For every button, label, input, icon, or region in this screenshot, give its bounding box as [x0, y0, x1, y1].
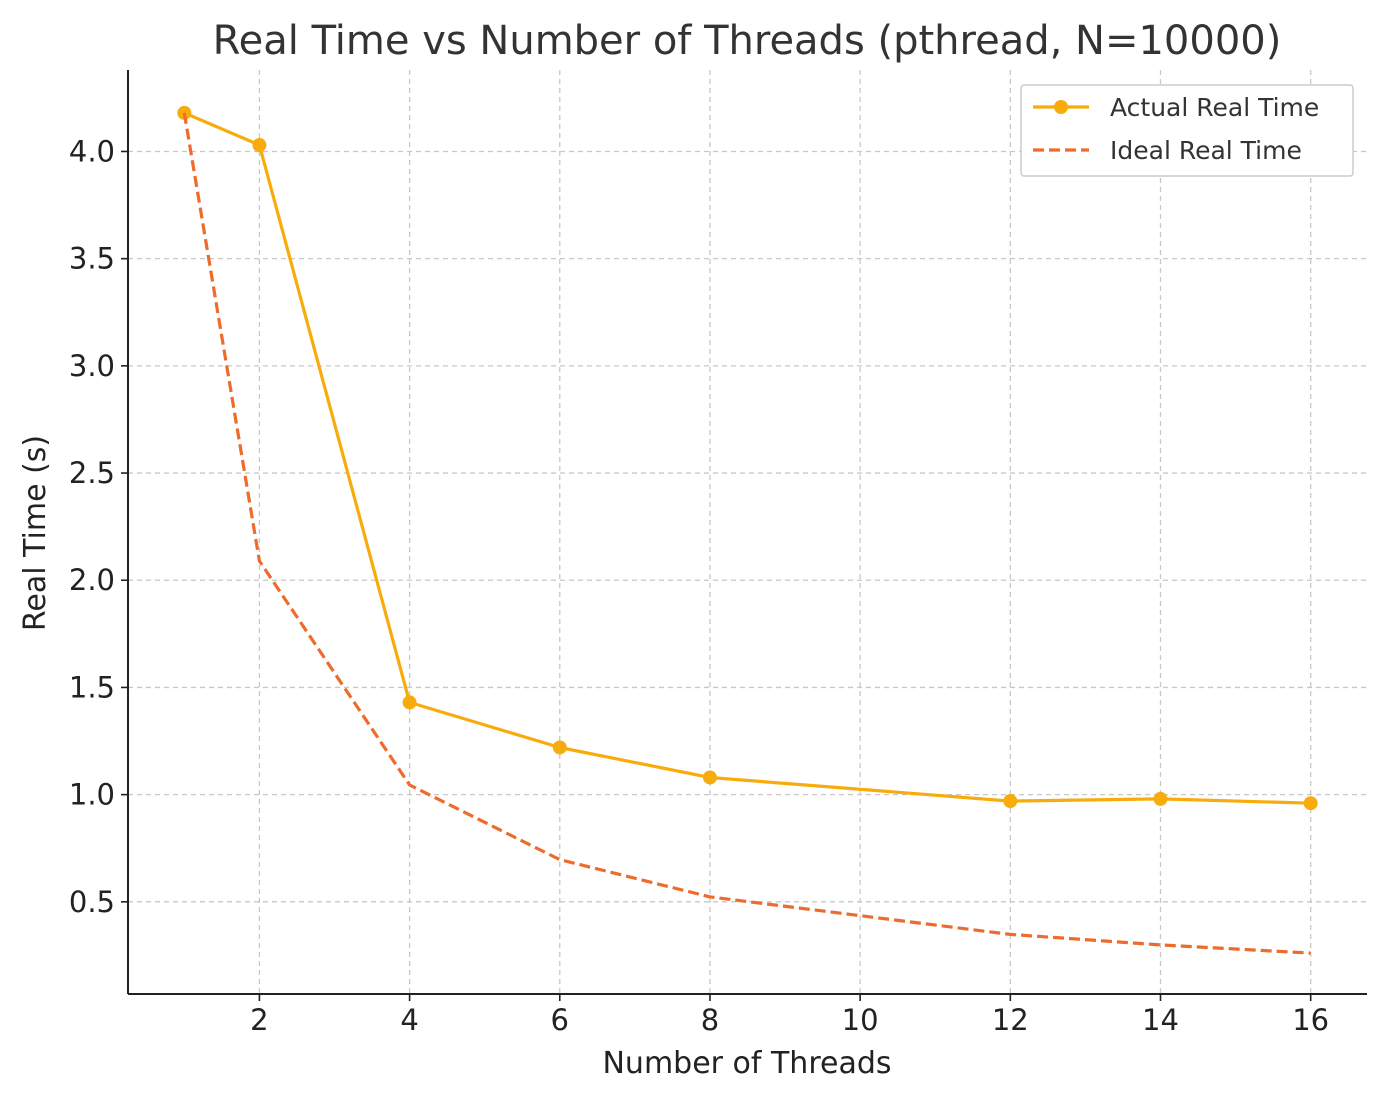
legend-marker-actual: [1054, 100, 1068, 114]
grid: [128, 70, 1367, 994]
series-layer: [177, 105, 1318, 955]
legend-box: [1020, 84, 1354, 177]
y-tick-label: 2.5: [69, 456, 115, 490]
x-tick-label: 14: [1142, 1003, 1179, 1037]
chart-title: Real Time vs Number of Threads (pthread,…: [213, 18, 1282, 64]
x-tick-label: 6: [551, 1003, 569, 1037]
x-tick-label: 2: [250, 1003, 268, 1037]
data-point: [1003, 794, 1018, 809]
data-point: [1153, 791, 1168, 806]
data-point: [1303, 796, 1318, 811]
x-tick-label: 12: [992, 1003, 1029, 1037]
legend-label-actual: Actual Real Time: [1110, 93, 1319, 122]
x-tick-label: 10: [842, 1003, 879, 1037]
x-tick-label: 8: [701, 1003, 719, 1037]
x-tick-label: 16: [1292, 1003, 1329, 1037]
data-point: [177, 105, 192, 120]
y-tick-label: 1.0: [69, 778, 115, 812]
data-point: [702, 770, 717, 785]
legend: Actual Real Time Ideal Real Time: [1020, 84, 1354, 177]
legend-label-ideal: Ideal Real Time: [1110, 136, 1302, 165]
ticks: 2 4 6 8 10 12 14 16 0.5 1.0 1.5 2.0 2.5 3.0 3.5 4.0: [69, 134, 1329, 1037]
x-tick-label: 4: [400, 1003, 418, 1037]
data-point: [402, 695, 417, 710]
series-line-actual: [183, 111, 1311, 805]
y-tick-label: 4.0: [69, 134, 115, 168]
data-point: [252, 138, 267, 153]
y-axis-label: Real Time (s): [18, 435, 53, 631]
x-axis-label: Number of Threads: [602, 1046, 891, 1081]
y-tick-label: 1.5: [69, 670, 115, 704]
series-line-ideal: [182, 112, 1311, 955]
y-tick-label: 3.5: [69, 242, 115, 276]
y-tick-label: 0.5: [69, 885, 115, 919]
data-point: [552, 740, 567, 755]
y-tick-label: 2.0: [69, 563, 115, 597]
y-tick-label: 3.0: [69, 349, 115, 383]
axes: [127, 70, 1367, 995]
